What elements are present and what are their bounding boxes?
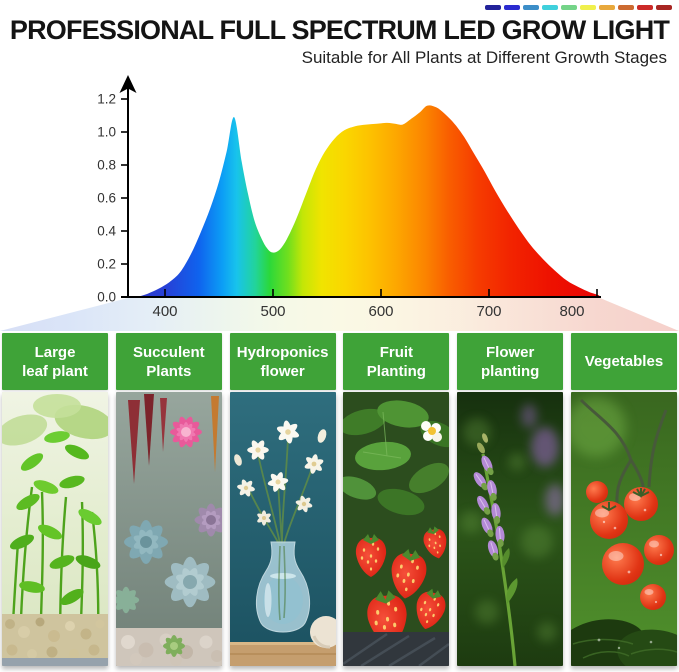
light-beam <box>0 298 679 331</box>
spectrum-dash <box>561 5 577 10</box>
page-title: PROFESSIONAL FULL SPECTRUM LED GROW LIGH… <box>9 15 670 45</box>
category-panel-vegetables: Vegetables <box>570 333 677 666</box>
category-label: Fruit Planting <box>343 333 450 390</box>
category-label-line2: Planting <box>366 362 426 380</box>
y-tick-label: 0.6 <box>97 191 116 206</box>
y-tick-label: 0.0 <box>97 290 116 305</box>
y-tick-label: 1.2 <box>97 92 116 107</box>
spectrum-color-dashes <box>485 5 672 10</box>
page-subtitle: Suitable for All Plants at Different Gro… <box>301 48 667 67</box>
category-label: Flower planting <box>457 333 564 390</box>
photo-succulents <box>115 392 222 666</box>
y-tick-label: 0.8 <box>97 158 116 173</box>
category-label-line2: leaf plant <box>22 362 88 380</box>
photo-tomatoes <box>570 392 677 666</box>
category-panel-succulent-plants: Succulent Plants <box>115 333 222 666</box>
x-tick-label: 700 <box>476 303 501 320</box>
x-tick-label: 800 <box>559 303 584 320</box>
y-axis-arrow-icon <box>119 75 137 93</box>
x-tick-label: 500 <box>260 303 285 320</box>
category-label-line1: Hydroponics <box>236 343 329 361</box>
category-label: Large leaf plant <box>2 333 108 390</box>
category-panel-fruit-planting: Fruit Planting <box>343 333 450 666</box>
category-label-line1: Succulent <box>132 343 205 361</box>
category-label-line2: planting <box>481 362 540 380</box>
photo-purple-buds <box>457 392 564 666</box>
spectrum-dash <box>485 5 501 10</box>
y-axis-ticks: 1.2 1.0 0.8 0.6 0.4 0.2 0.0 <box>97 92 129 305</box>
category-grid: Large leaf plant <box>0 333 679 666</box>
category-panel-hydroponics-flower: Hydroponics flower <box>229 333 336 666</box>
x-axis-ticks: 400 500 600 700 800 <box>152 289 598 320</box>
category-label: Vegetables <box>570 333 677 390</box>
category-label-line2: flower <box>260 362 305 380</box>
spectrum-dash <box>504 5 520 10</box>
y-tick-label: 1.0 <box>97 125 116 140</box>
spectrum-dash <box>580 5 596 10</box>
photo-flower-vase <box>229 392 336 666</box>
category-label: Succulent Plants <box>115 333 222 390</box>
spectrum-dash <box>656 5 672 10</box>
x-tick-label: 400 <box>152 303 177 320</box>
category-label-line1: Fruit <box>379 343 414 361</box>
spectrum-chart-svg: 1.2 1.0 0.8 0.6 0.4 0.2 0.0 400 500 600 700 800 <box>0 75 679 331</box>
category-label-line1: Flower <box>486 343 535 361</box>
category-label-line2: Plants <box>146 362 192 380</box>
photo-strawberries <box>343 392 450 666</box>
x-tick-label: 600 <box>368 303 393 320</box>
header: PROFESSIONAL FULL SPECTRUM LED GROW LIGH… <box>0 0 679 74</box>
spectrum-dash <box>542 5 558 10</box>
spectrum-chart: 1.2 1.0 0.8 0.6 0.4 0.2 0.0 400 500 600 700 800 <box>0 74 679 332</box>
category-label: Hydroponics flower <box>229 333 336 390</box>
spectrum-dash <box>523 5 539 10</box>
category-panel-flower-planting: Flower planting <box>457 333 564 666</box>
category-label-line1: Large <box>34 343 76 361</box>
y-tick-label: 0.4 <box>97 224 116 239</box>
category-label-line1: Vegetables <box>584 353 664 370</box>
spectrum-dash <box>599 5 615 10</box>
spectrum-curve <box>136 105 601 297</box>
spectrum-dash <box>618 5 634 10</box>
y-tick-label: 0.2 <box>97 257 116 272</box>
photo-seedlings <box>2 392 108 666</box>
category-panel-large-leaf-plant: Large leaf plant <box>2 333 108 666</box>
spectrum-dash <box>637 5 653 10</box>
